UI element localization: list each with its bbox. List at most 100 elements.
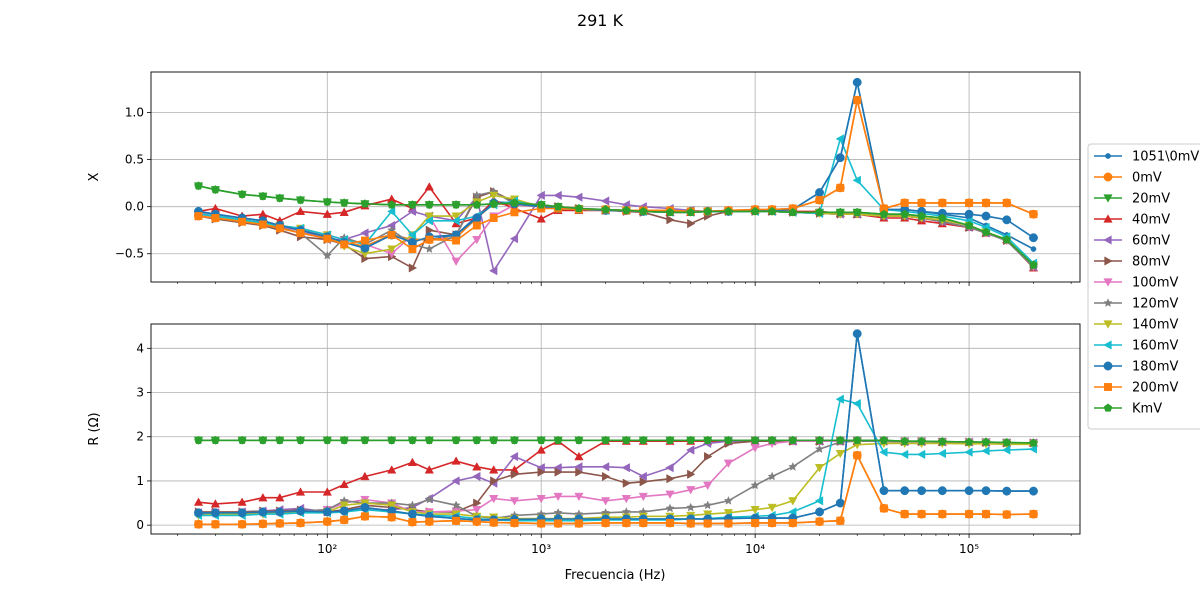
r-y-tick-label: 0: [136, 518, 144, 532]
x-point-KmV-50000: [900, 209, 909, 218]
x-point-60mV-600: [488, 266, 498, 276]
x-point-120mV-500: [472, 190, 482, 200]
r-point-200mV-60000: [917, 510, 926, 519]
r-point-200mV-500: [472, 517, 481, 526]
r-point-100mV-6000: [703, 481, 713, 491]
x-point-200mV-150: [360, 236, 369, 245]
legend-item-160mV: 160mV: [1094, 339, 1178, 354]
r-point-KmV-5000: [686, 435, 695, 444]
r-point-200mV-7500: [724, 519, 733, 528]
r-point-200mV-20000: [815, 517, 824, 526]
r-point-KmV-12000: [767, 435, 777, 444]
r-point-40mV-150: [360, 471, 370, 481]
r-point-120mV-20000: [814, 444, 825, 454]
r-point-200mV-2000: [601, 518, 610, 527]
x-point-100mV-500: [472, 236, 482, 245]
r-point-200mV-15000: [788, 518, 797, 527]
x-point-200mV-75: [296, 229, 305, 237]
x-point-KmV-100000: [964, 220, 974, 230]
r-point-KmV-3000: [639, 435, 648, 444]
r-point-180mV-150: [360, 503, 370, 512]
r-point-140mV-25000: [835, 449, 845, 459]
r-point-KmV-40000: [879, 435, 889, 444]
x-grid: [151, 72, 1080, 282]
r-grid: [151, 324, 1080, 534]
r-point-200mV-40: [238, 520, 247, 529]
r-point-80mV-1000: [537, 467, 546, 477]
x-series-KmV: [194, 181, 1038, 269]
r-point-KmV-300: [425, 435, 434, 444]
x-point-180mV-150: [360, 243, 370, 253]
r-point-KmV-150: [360, 435, 370, 444]
r-point-KmV-150000: [1002, 437, 1011, 447]
x-line-1051\0mV: [198, 82, 1034, 250]
r-point-40mV-25: [193, 497, 204, 506]
r-point-180mV-40000: [879, 486, 889, 496]
r-point-100mV-600: [489, 495, 499, 504]
x-point-40mV-100: [322, 209, 332, 218]
x-point-KmV-600: [489, 199, 498, 208]
r-point-200mV-30000: [853, 451, 862, 460]
r-point-KmV-250: [408, 435, 417, 444]
x-point-200mV-40: [238, 217, 247, 226]
r-point-40mV-40: [237, 497, 247, 506]
legend-label: 80mV: [1132, 255, 1170, 270]
x-point-200mV-25000: [836, 183, 845, 192]
r-point-60mV-500: [472, 471, 481, 482]
x-point-KmV-120000: [981, 227, 991, 236]
r-point-100mV-1200: [553, 492, 563, 502]
r-point-KmV-750: [510, 435, 519, 444]
x-point-140mV-400: [451, 212, 461, 221]
x-point-KmV-200000: [1029, 260, 1038, 269]
r-point-140mV-15000: [788, 497, 798, 506]
r-point-KmV-400: [451, 435, 461, 444]
r-point-40mV-200: [387, 465, 397, 474]
x-point-200mV-25: [194, 212, 203, 221]
x-point-200mV-120000: [982, 198, 990, 207]
r-y-tick-label: 1: [136, 474, 144, 488]
x-point-140mV-300: [424, 212, 434, 221]
x-point-60mV-1000: [536, 190, 545, 201]
x-y-tick-label: 0.0: [125, 200, 144, 214]
r-point-200mV-250: [408, 518, 417, 527]
r-point-KmV-200000: [1029, 438, 1038, 447]
r-series-40mV: [193, 436, 1039, 508]
r-point-140mV-120: [339, 501, 349, 511]
r-point-40mV-50: [258, 492, 268, 502]
r-point-100mV-4000: [665, 490, 675, 499]
x-point-KmV-400: [451, 200, 461, 209]
x-point-200mV-60000: [917, 198, 926, 207]
legend-label: 180mV: [1132, 360, 1178, 375]
r-point-140mV-10000: [750, 506, 760, 515]
r-point-KmV-10000: [750, 435, 760, 444]
x-point-60mV-2000: [600, 196, 610, 206]
x-y-tick-label: −0.5: [115, 247, 144, 261]
r-point-100mV-750: [509, 497, 520, 506]
legend-item-120mV: 120mV: [1094, 297, 1178, 312]
x-y-axis-label: X: [87, 172, 102, 181]
r-point-40mV-100: [322, 487, 332, 496]
r-point-160mV-75000: [937, 448, 946, 459]
r-point-180mV-60: [275, 507, 285, 517]
r-point-60mV-3000: [638, 471, 647, 482]
x-point-160mV-30000: [852, 175, 861, 185]
r-point-180mV-50000: [900, 486, 910, 496]
legend-label: 20mV: [1132, 192, 1170, 207]
legend-item-KmV: KmV: [1094, 402, 1162, 417]
r-point-140mV-7500: [723, 509, 734, 518]
r-point-80mV-5000: [687, 469, 696, 479]
x-point-KmV-10000: [750, 206, 760, 216]
legend-label: 100mV: [1132, 276, 1178, 291]
r-point-KmV-25: [194, 435, 203, 444]
x-line-200mV: [198, 100, 1034, 250]
x-point-200mV-600: [489, 214, 498, 222]
r-point-180mV-25: [194, 508, 203, 518]
x-point-KmV-1200: [553, 202, 563, 211]
x-point-KmV-150: [360, 199, 370, 208]
r-point-180mV-120000: [981, 486, 991, 496]
x-y-tick-label: 1.0: [125, 105, 144, 119]
x-tick-label: 10³: [531, 542, 551, 556]
x-point-KmV-75000: [938, 213, 947, 222]
r-point-60mV-750: [509, 451, 519, 462]
r-point-120mV-7500: [723, 495, 734, 505]
